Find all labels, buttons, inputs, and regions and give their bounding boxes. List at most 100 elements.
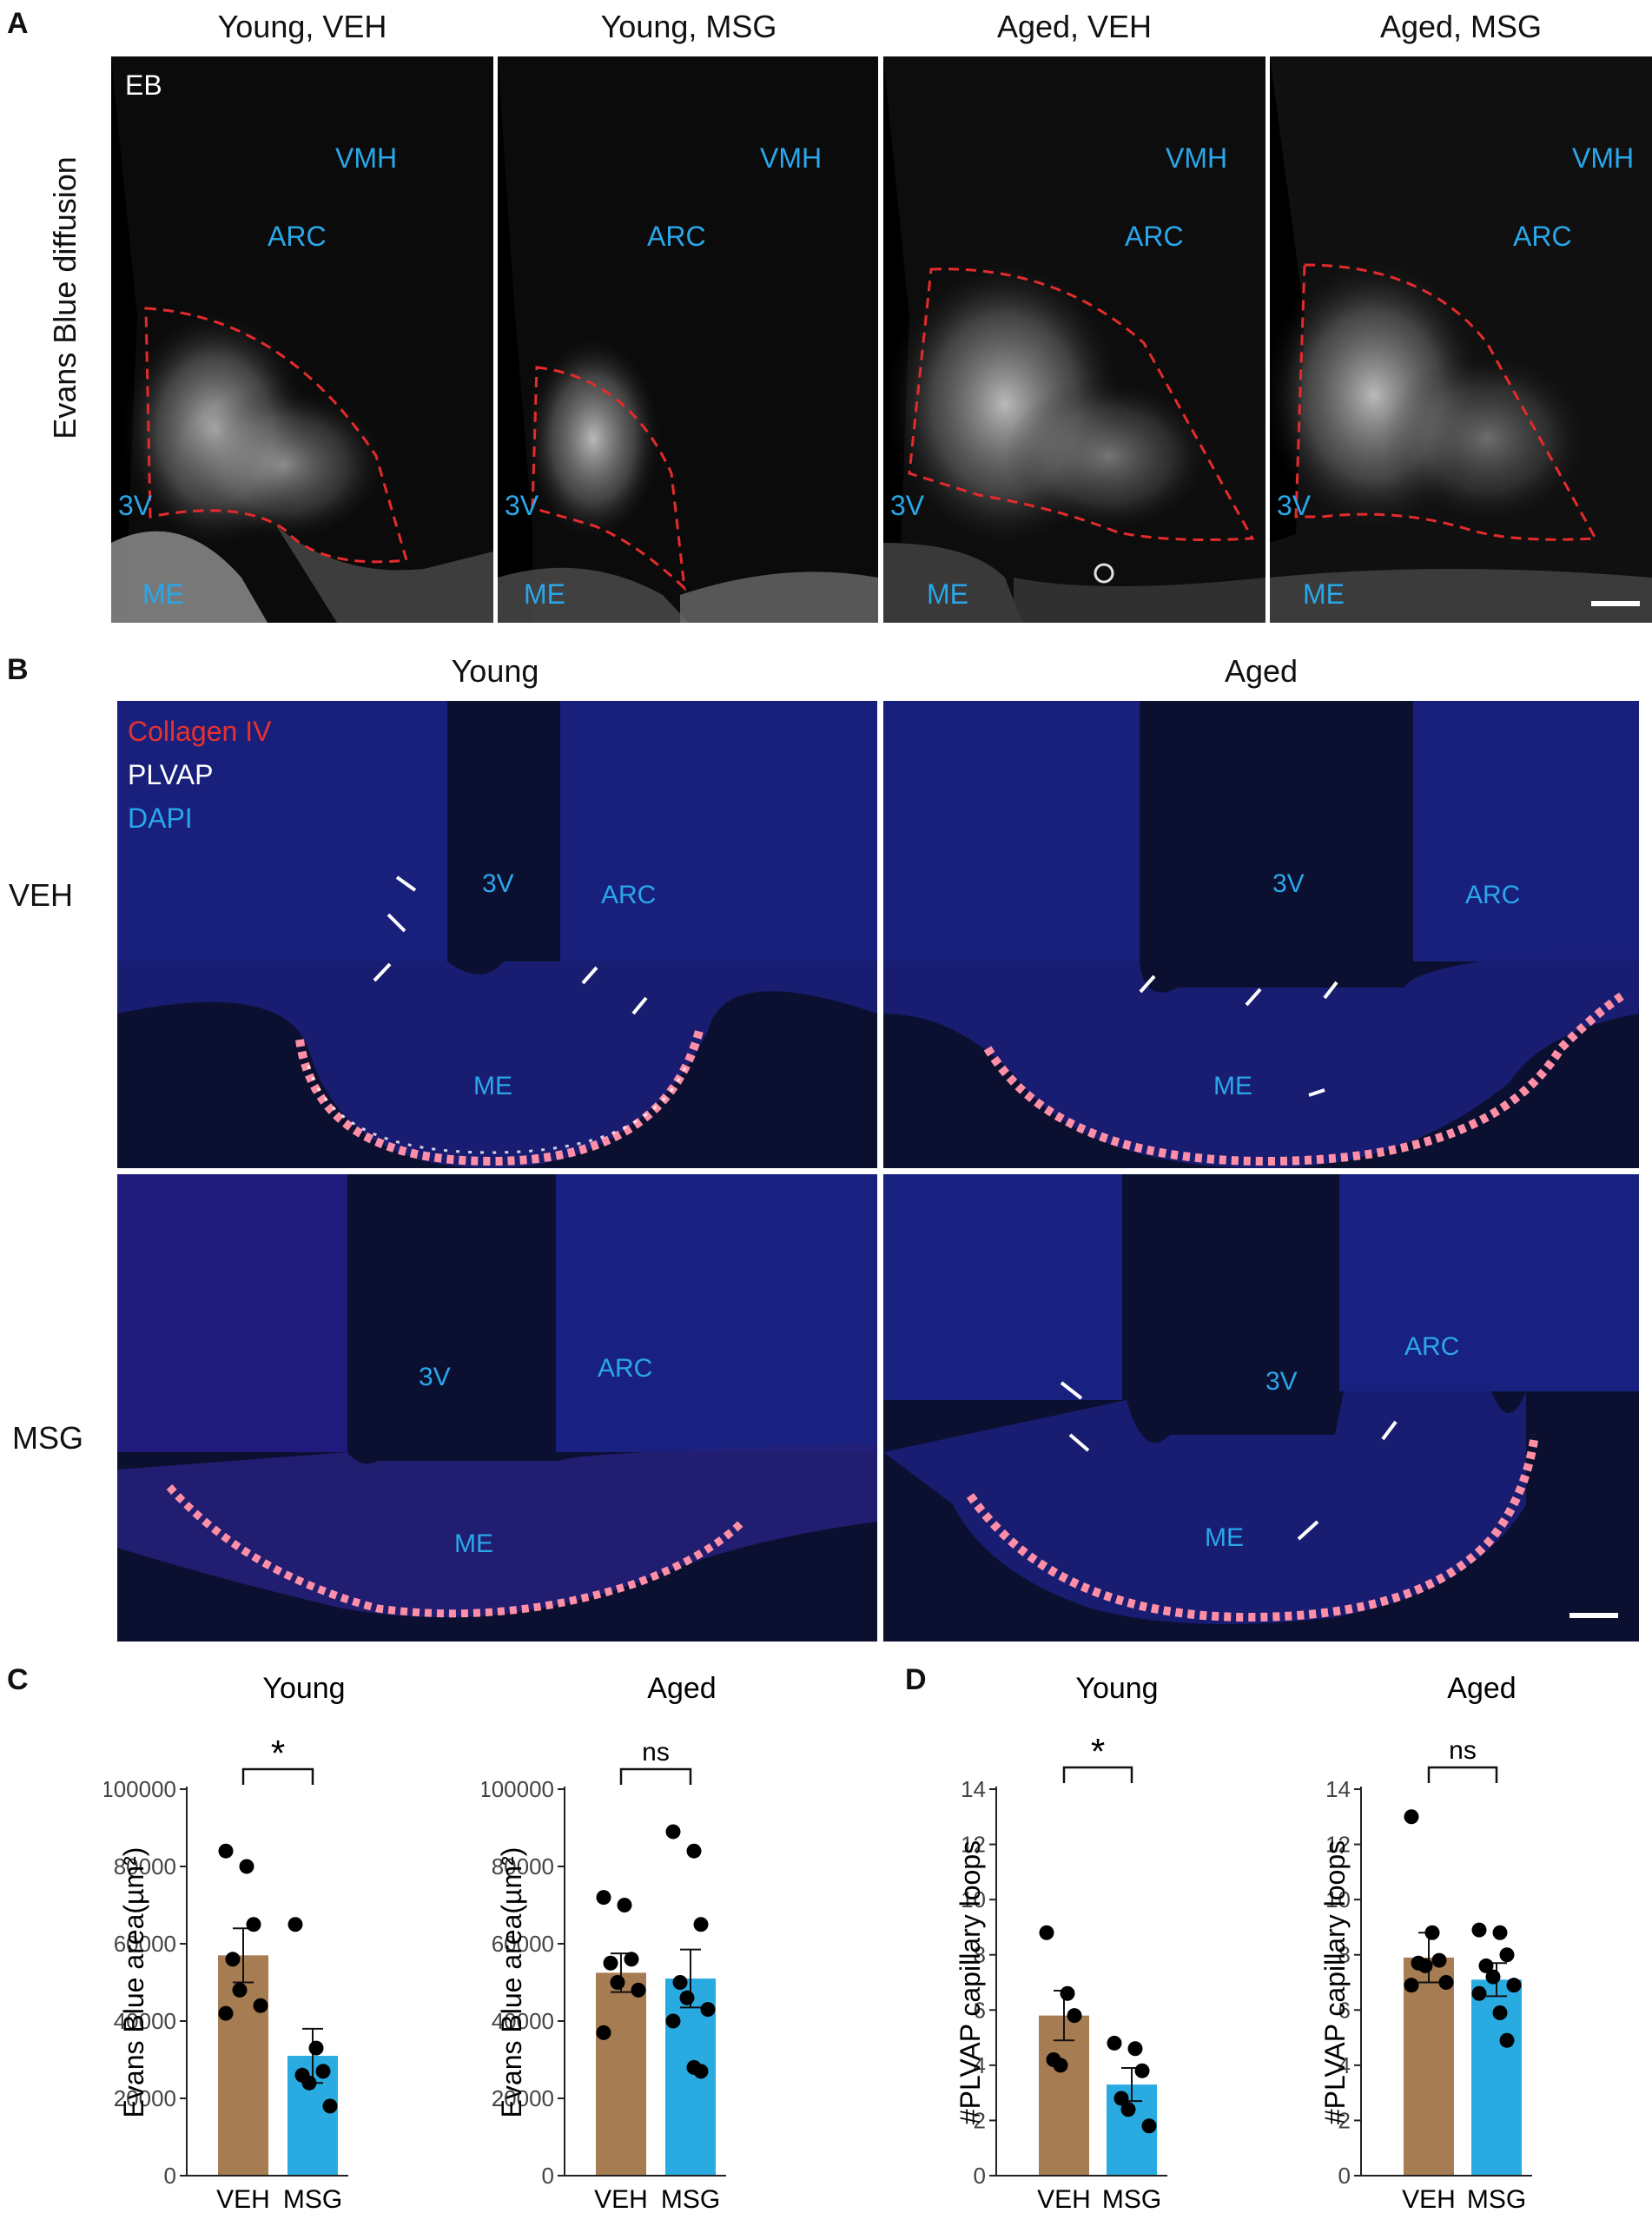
panel-b-row-label-msg: MSG — [12, 1420, 84, 1456]
y-axis-label: Evans Blue area(µm²) — [496, 1847, 527, 2118]
data-point — [301, 2075, 317, 2091]
y-tick-label: 20000 — [114, 2085, 176, 2111]
data-point — [679, 1990, 695, 2005]
scale-bar — [1569, 1613, 1618, 1618]
panel-a-col-header-2: Young, MSG — [600, 9, 777, 44]
chart-d-aged: Aged 0 2 4 6 8 10 12 14 #PLVAP capillary loops VEH… — [1319, 1672, 1532, 2210]
region-3v: 3V — [1265, 1367, 1298, 1396]
chart-title: Young — [262, 1672, 345, 1705]
panel-d-letter: D — [905, 1663, 927, 1696]
data-point — [232, 1982, 248, 1998]
region-vmh: VMH — [335, 142, 397, 174]
y-tick-label: 0 — [974, 2163, 986, 2189]
legend-dapi: DAPI — [128, 803, 193, 834]
region-me: ME — [524, 578, 565, 610]
micrograph-aged-msg: VMH ARC 3V ME — [1270, 56, 1652, 623]
data-point — [253, 1998, 268, 2013]
micrograph-young-msg: VMH ARC 3V ME — [498, 56, 878, 623]
arrows — [1060, 1381, 1398, 1541]
region-vmh: VMH — [760, 142, 822, 174]
panel-a-col-header-1: Young, VEH — [217, 9, 387, 44]
panel-a-ylabel-text: Evans Blue diffusion — [47, 156, 83, 439]
data-point — [700, 2002, 716, 2018]
data-point — [1478, 1958, 1494, 1973]
data-point — [225, 1952, 241, 1967]
data-point — [617, 1898, 632, 1912]
data-point — [1431, 1952, 1447, 1968]
region-arc: ARC — [601, 881, 656, 909]
panel-a-col-header-4: Aged, MSG — [1379, 9, 1543, 44]
y-tick-label: 0 — [164, 2163, 176, 2189]
region-arc: ARC — [1404, 1332, 1459, 1361]
y-tick-label: 12 — [961, 1832, 986, 1858]
x-tick-label: MSG — [661, 2185, 720, 2210]
micrograph-aged-veh-collagen: 3V ARC ME — [883, 701, 1639, 1168]
region-vmh: VMH — [1166, 142, 1227, 174]
region-me: ME — [1205, 1523, 1244, 1552]
data-point — [1060, 1985, 1075, 2001]
region-arc: ARC — [268, 221, 327, 252]
y-axis-label: Evans Blue area(µm²) — [118, 1847, 149, 2118]
region-3v: 3V — [505, 490, 539, 521]
data-point — [596, 1890, 611, 1906]
data-point — [596, 2025, 611, 2040]
data-point — [1127, 2041, 1143, 2057]
y-tick-label: 100000 — [104, 1776, 176, 1802]
significance-bracket — [1427, 1766, 1498, 1783]
region-me: ME — [927, 578, 968, 610]
bar-veh — [596, 1972, 646, 2176]
micrograph-aged-veh: VMH ARC 3V ME — [883, 56, 1265, 623]
region-3v: 3V — [482, 869, 514, 898]
y-tick-label: 60000 — [492, 1931, 554, 1957]
region-3v: 3V — [890, 490, 925, 521]
region-3v: 3V — [419, 1363, 451, 1391]
region-arc: ARC — [1465, 881, 1520, 909]
y-tick-label: 40000 — [114, 2008, 176, 2034]
region-vmh: VMH — [1572, 142, 1634, 174]
data-point — [610, 1975, 625, 1990]
y-tick-label: 8 — [974, 1942, 986, 1968]
panel-b-letter: B — [7, 653, 29, 686]
data-point — [1492, 2005, 1508, 2020]
data-point — [1471, 1922, 1487, 1938]
eb-label: EB — [125, 69, 162, 101]
significance-label: * — [1091, 1731, 1105, 1772]
y-tick-label: 12 — [1325, 1832, 1351, 1858]
y-tick-label: 80000 — [114, 1853, 176, 1879]
significance-bracket — [619, 1767, 692, 1785]
data-point — [322, 2098, 338, 2114]
data-point — [665, 2013, 681, 2029]
data-point — [315, 2064, 331, 2079]
x-tick-label: VEH — [594, 2185, 648, 2210]
y-tick-label: 0 — [542, 2163, 554, 2189]
data-point — [603, 1955, 618, 1971]
x-tick-label: MSG — [1102, 2185, 1161, 2210]
panel-a-ylabel: Evans Blue diffusion — [43, 94, 87, 502]
micrograph-young-veh-collagen: Collagen IV PLVAP DAPI 3V ARC ME — [117, 701, 877, 1168]
significance-label: ns — [1449, 1736, 1477, 1765]
data-point — [1424, 1925, 1440, 1940]
data-point — [624, 1952, 639, 1967]
region-me: ME — [454, 1529, 493, 1558]
data-point — [1053, 2058, 1068, 2073]
data-point — [1471, 1985, 1487, 2001]
data-point — [1067, 2008, 1082, 2024]
data-point — [693, 2064, 709, 2079]
micrograph-young-msg-collagen: 3V ARC ME — [117, 1174, 877, 1642]
data-point — [218, 1843, 234, 1859]
bar-veh — [1039, 2015, 1089, 2176]
micrograph-aged-msg-collagen: 3V ARC ME — [883, 1174, 1639, 1642]
panel-a-col-header-3: Aged, VEH — [996, 9, 1153, 44]
y-tick-label: 8 — [1338, 1942, 1351, 1968]
panel-b-row-label-veh: VEH — [9, 877, 74, 913]
data-point — [287, 1917, 303, 1932]
region-me: ME — [1303, 578, 1345, 610]
region-me: ME — [1213, 1072, 1252, 1100]
significance-label: * — [271, 1733, 285, 1774]
x-tick-label: VEH — [1037, 2185, 1091, 2210]
y-tick-label: 60000 — [114, 1931, 176, 1957]
y-tick-label: 10 — [1325, 1886, 1351, 1912]
arrows — [1139, 974, 1338, 1097]
data-point — [1492, 1925, 1508, 1940]
y-tick-label: 100000 — [482, 1776, 554, 1802]
